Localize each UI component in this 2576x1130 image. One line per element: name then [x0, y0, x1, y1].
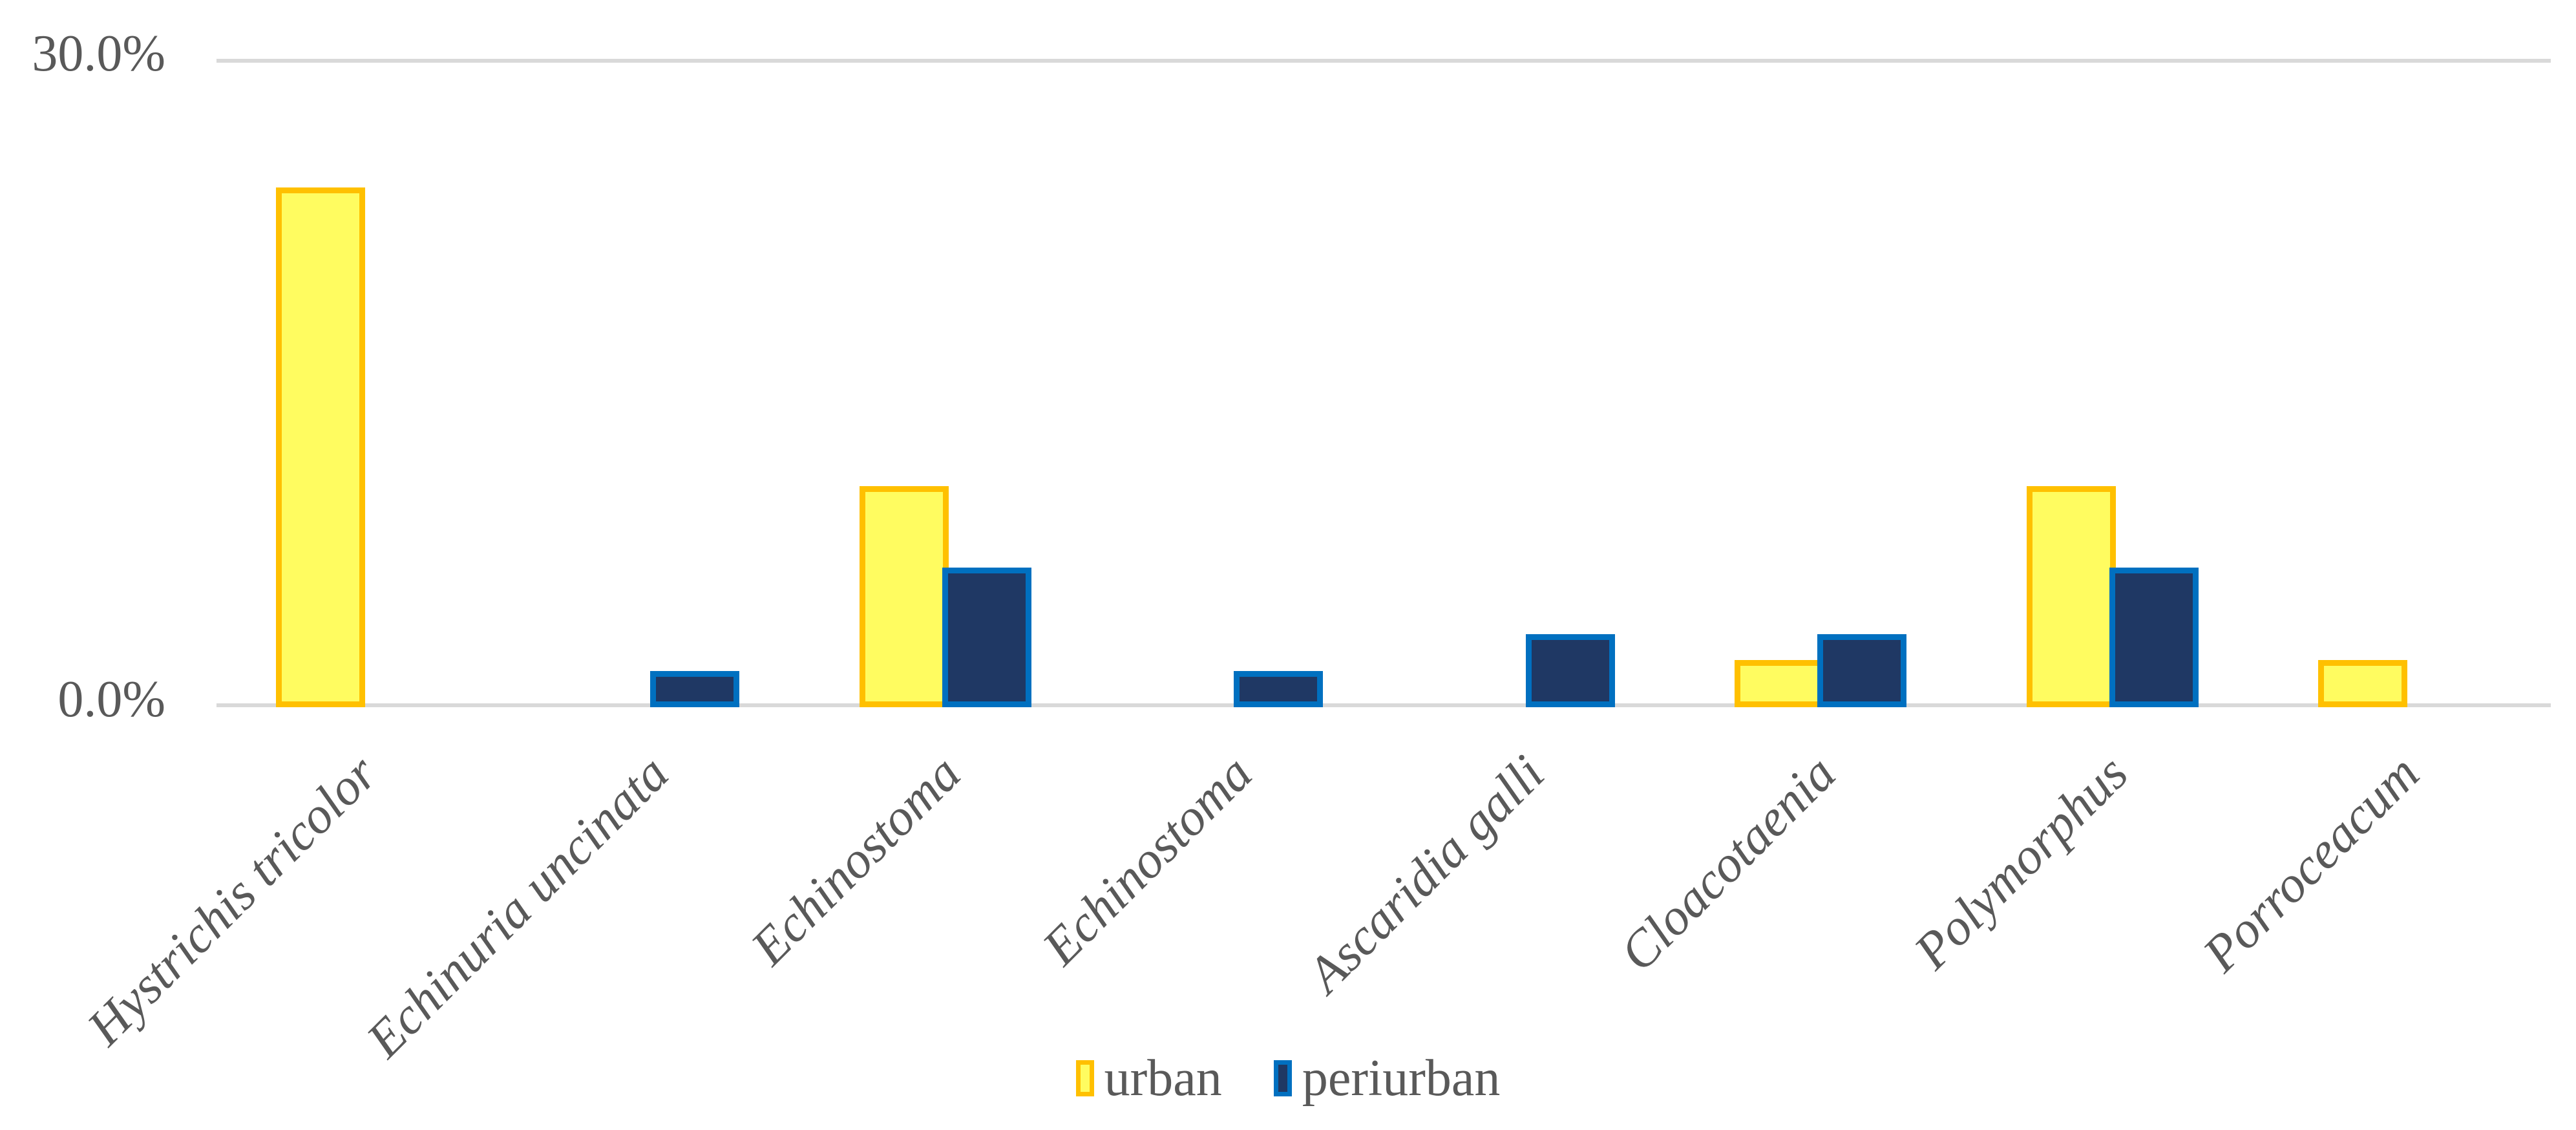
- bar-urban-0: [275, 187, 365, 707]
- bar-periurban-6: [2109, 568, 2199, 707]
- bar-periurban-2: [942, 568, 1031, 707]
- bar-periurban-5: [1817, 634, 1907, 707]
- legend-swatch-urban: [1075, 1060, 1094, 1096]
- gridline-30pct: [216, 59, 2551, 63]
- bar-periurban-1: [650, 671, 740, 707]
- bar-periurban-4: [1525, 634, 1615, 707]
- legend: urban periurban: [0, 1052, 2576, 1104]
- legend-label-periurban: periurban: [1302, 1050, 1501, 1107]
- y-tick-label-0: 0.0%: [58, 671, 165, 728]
- legend-label-urban: urban: [1104, 1050, 1222, 1107]
- legend-swatch-periurban: [1273, 1060, 1292, 1096]
- bar-periurban-3: [1234, 671, 1324, 707]
- x-axis-baseline: [216, 703, 2551, 707]
- legend-item-periurban: periurban: [1273, 1050, 1501, 1107]
- legend-item-urban: urban: [1075, 1050, 1222, 1107]
- plot-area: [216, 61, 2551, 707]
- bar-urban-7: [2318, 660, 2408, 707]
- y-tick-label-30: 30.0%: [32, 25, 165, 82]
